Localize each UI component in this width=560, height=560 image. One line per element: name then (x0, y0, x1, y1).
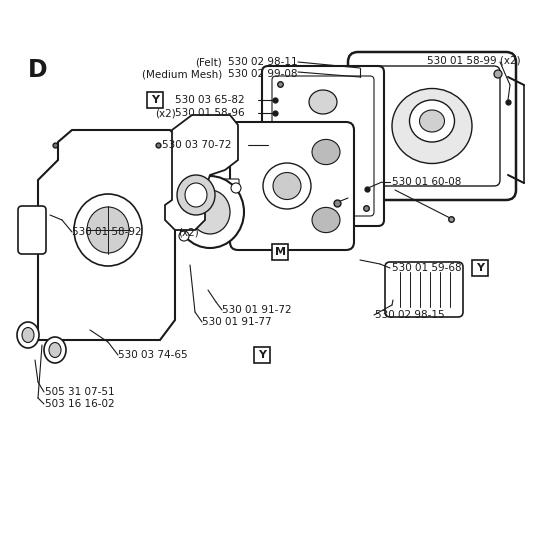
Text: 530 01 91-77: 530 01 91-77 (202, 317, 272, 327)
Ellipse shape (309, 132, 337, 165)
FancyBboxPatch shape (223, 179, 239, 193)
Circle shape (231, 183, 241, 193)
Ellipse shape (185, 183, 207, 207)
FancyBboxPatch shape (230, 122, 354, 250)
Text: 530 01 60-08: 530 01 60-08 (392, 177, 461, 187)
Text: 530 01 58-99 (x2): 530 01 58-99 (x2) (427, 55, 521, 65)
Ellipse shape (263, 163, 311, 209)
FancyBboxPatch shape (147, 92, 163, 108)
Text: Y: Y (151, 95, 159, 105)
Polygon shape (165, 115, 238, 230)
Text: 530 03 65-82: 530 03 65-82 (175, 95, 245, 105)
Ellipse shape (312, 139, 340, 165)
Circle shape (494, 70, 502, 78)
FancyBboxPatch shape (385, 262, 463, 317)
Ellipse shape (190, 190, 230, 234)
FancyBboxPatch shape (272, 76, 374, 216)
Ellipse shape (177, 175, 215, 215)
FancyBboxPatch shape (18, 206, 46, 254)
Ellipse shape (44, 337, 66, 363)
Text: 530 02 98-11: 530 02 98-11 (228, 57, 297, 67)
FancyBboxPatch shape (364, 66, 500, 186)
Ellipse shape (87, 207, 129, 253)
FancyBboxPatch shape (272, 244, 288, 260)
Text: Y: Y (258, 350, 266, 360)
Text: (x2): (x2) (155, 108, 176, 118)
Polygon shape (38, 130, 185, 340)
Text: Y: Y (476, 263, 484, 273)
Ellipse shape (309, 90, 337, 114)
Ellipse shape (49, 343, 61, 357)
Text: 530 02 98-15: 530 02 98-15 (375, 310, 445, 320)
Ellipse shape (22, 328, 34, 343)
Text: 530 03 70-72: 530 03 70-72 (162, 140, 231, 150)
Text: (Medium Mesh): (Medium Mesh) (142, 69, 222, 79)
Text: 530 01 91-72: 530 01 91-72 (222, 305, 292, 315)
Circle shape (362, 178, 370, 186)
Text: D: D (28, 58, 48, 82)
Ellipse shape (17, 322, 39, 348)
Text: M: M (274, 247, 286, 257)
Text: 530 01 58-92: 530 01 58-92 (72, 227, 142, 237)
Ellipse shape (74, 194, 142, 266)
Ellipse shape (312, 207, 340, 232)
Ellipse shape (419, 110, 445, 132)
Ellipse shape (392, 88, 472, 164)
Text: 530 02 99-08: 530 02 99-08 (228, 69, 297, 79)
Text: 530 01 59-68: 530 01 59-68 (392, 263, 461, 273)
Ellipse shape (176, 176, 244, 248)
Text: 503 16 16-02: 503 16 16-02 (45, 399, 115, 409)
Text: 530 01 58-96: 530 01 58-96 (175, 108, 245, 118)
FancyBboxPatch shape (472, 260, 488, 276)
Text: (Felt): (Felt) (195, 57, 222, 67)
FancyBboxPatch shape (254, 347, 270, 363)
Ellipse shape (309, 176, 337, 203)
Ellipse shape (273, 172, 301, 199)
FancyBboxPatch shape (262, 66, 384, 226)
Circle shape (179, 231, 189, 241)
Text: 505 31 07-51: 505 31 07-51 (45, 387, 115, 397)
Ellipse shape (409, 100, 455, 142)
FancyBboxPatch shape (348, 52, 516, 200)
Text: (x2): (x2) (178, 227, 199, 237)
Text: 530 03 74-65: 530 03 74-65 (118, 350, 188, 360)
